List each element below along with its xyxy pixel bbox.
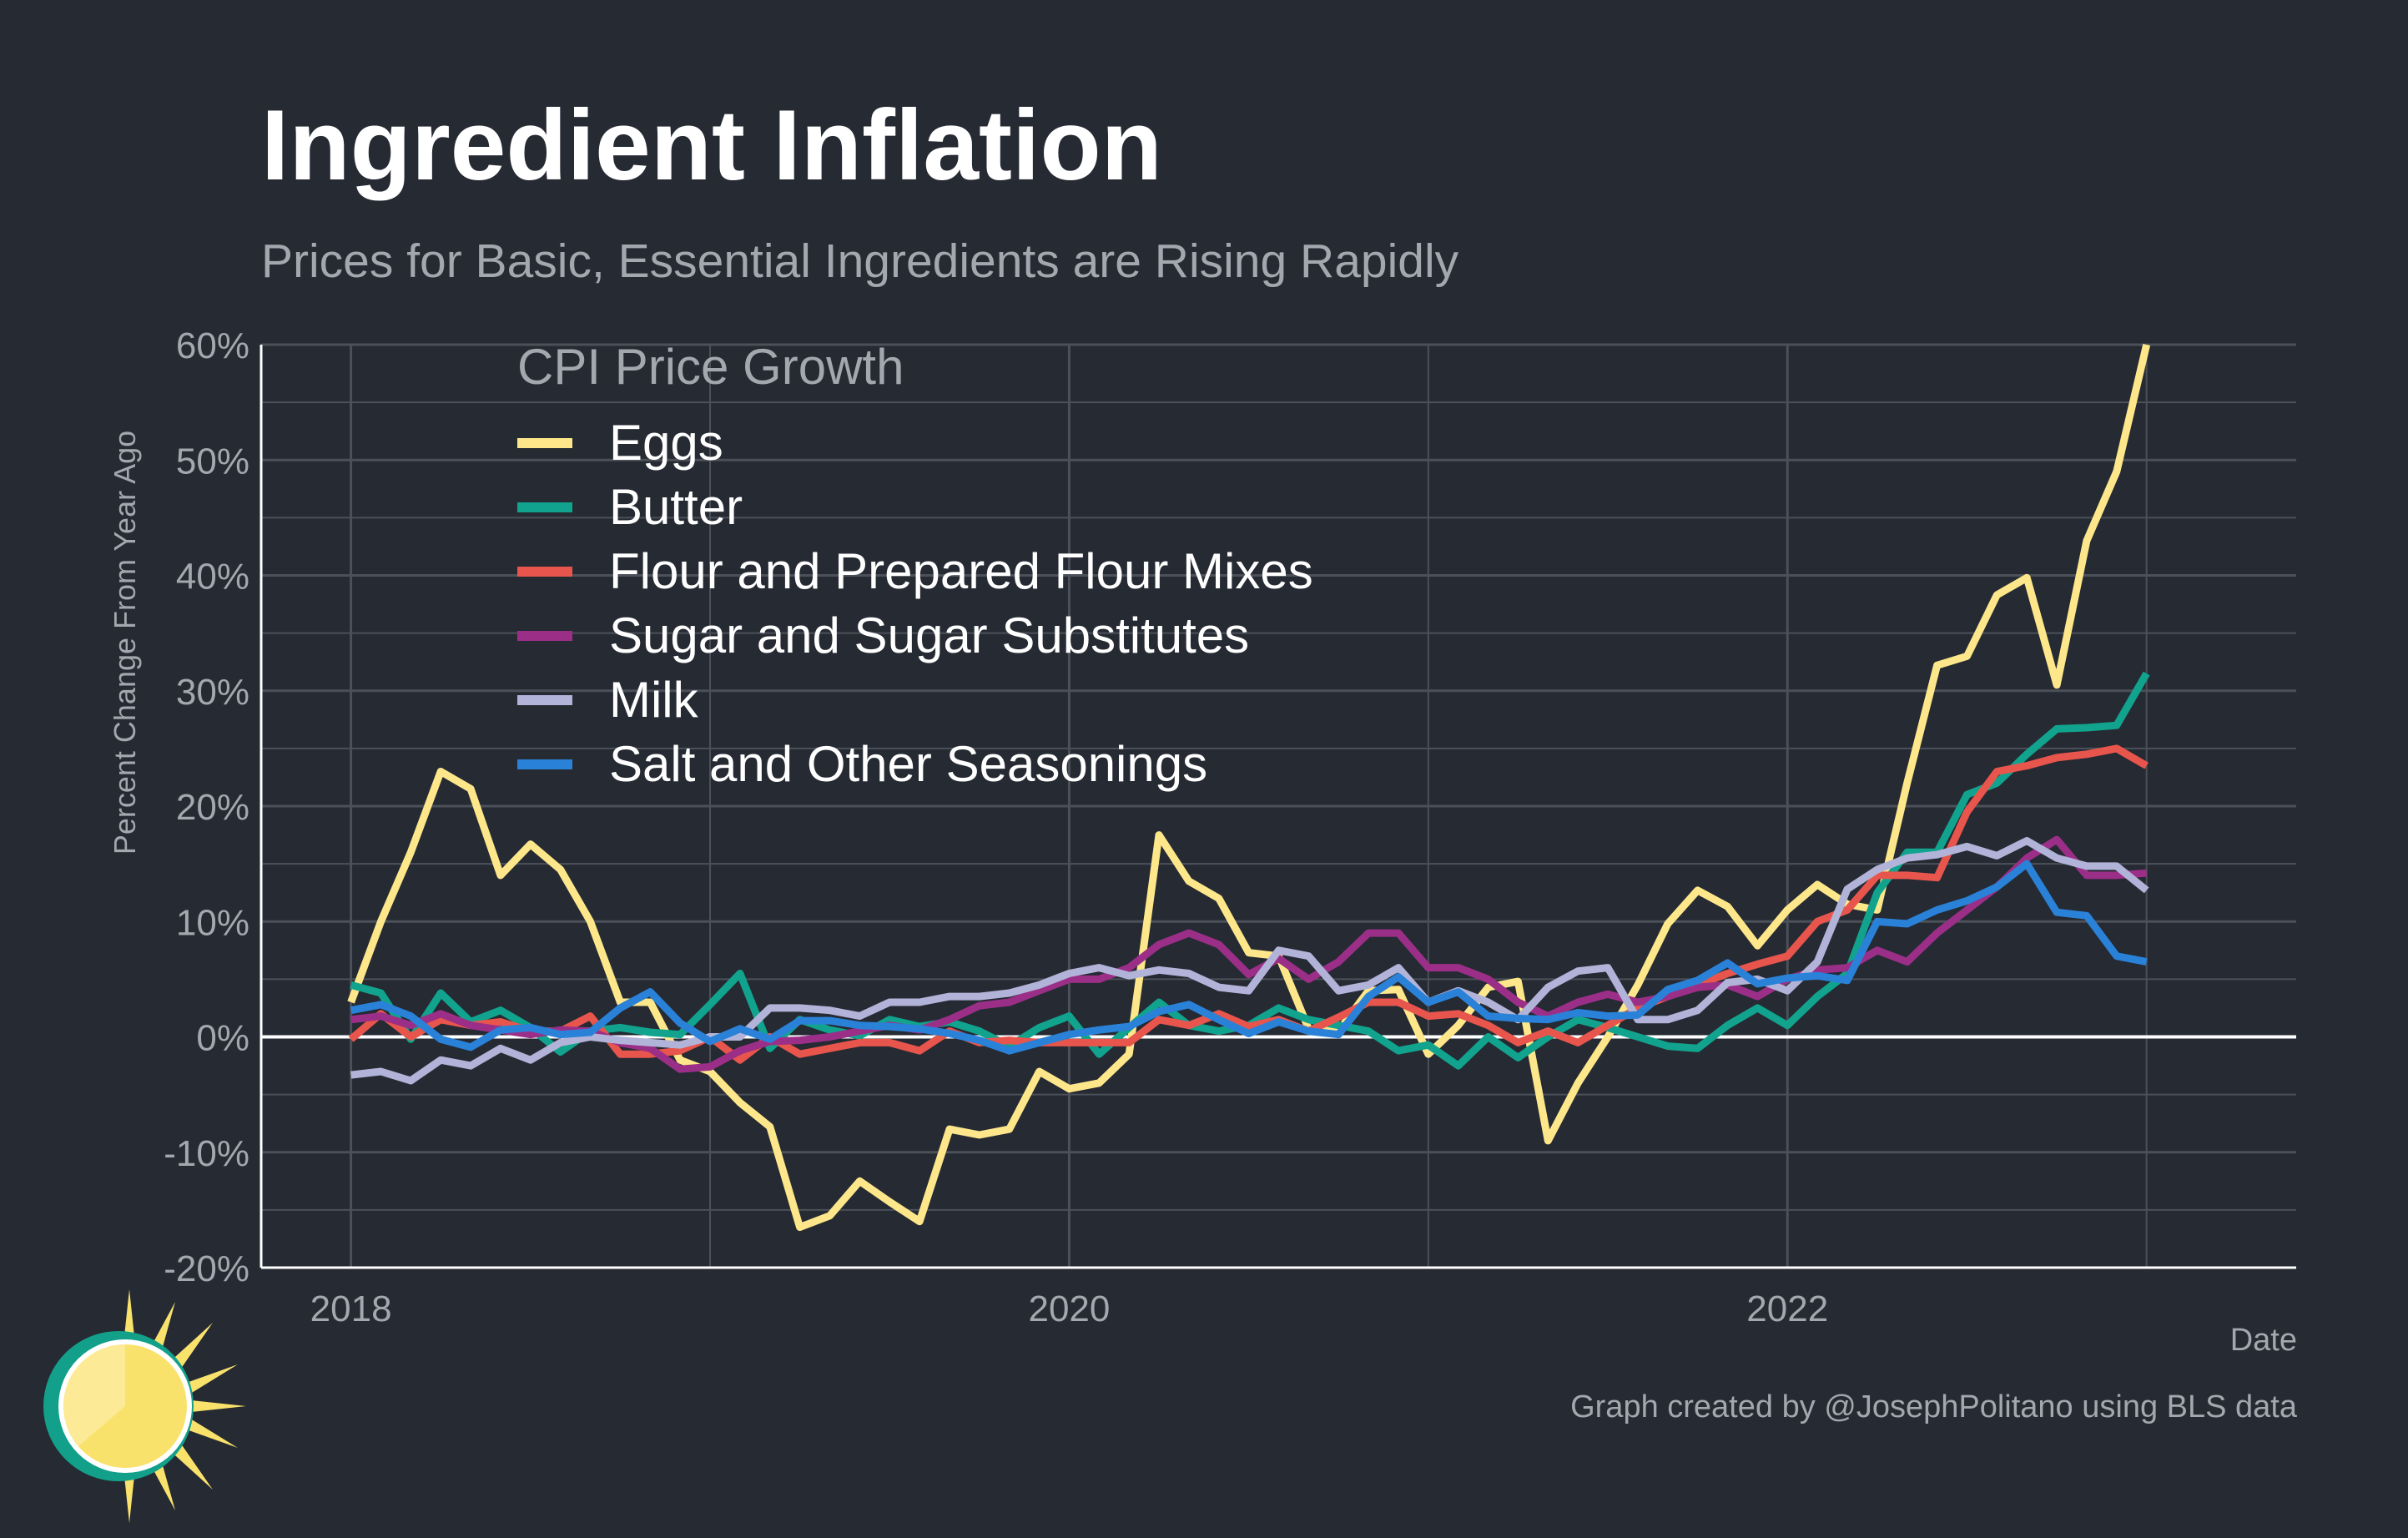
legend-swatch-butter (517, 502, 572, 512)
chart-subtitle: Prices for Basic, Essential Ingredients … (261, 234, 1459, 288)
legend-swatch-flour (517, 566, 572, 577)
legend-item-butter: Butter (517, 475, 1313, 539)
y-axis-label: Percent Change From Year Ago (108, 430, 142, 855)
legend-label-butter: Butter (609, 479, 743, 535)
legend-label-milk: Milk (609, 672, 698, 728)
legend-swatch-sugar (517, 630, 572, 641)
y-tick-label: 50% (176, 441, 249, 482)
series-line-flour-and-prepared-flour-mixes (348, 744, 2149, 1064)
legend-item-sugar: Sugar and Sugar Substitutes (517, 603, 1313, 668)
x-tick-label: 2022 (1746, 1288, 1828, 1329)
legend-label-eggs: Eggs (609, 415, 723, 471)
legend-title: CPI Price Growth (517, 339, 904, 395)
series-line-eggs (347, 343, 2151, 1232)
legend-item-milk: Milk (517, 668, 1313, 732)
legend-swatch-eggs (517, 437, 572, 448)
y-tick-label: 10% (176, 902, 249, 943)
x-tick-label: 2020 (1028, 1288, 1110, 1329)
y-tick-label: 20% (176, 787, 249, 828)
sun-logo-icon (43, 1289, 246, 1523)
legend: CPI Price Growth Eggs Butter Flour and P… (517, 338, 1313, 796)
y-tick-label: 30% (176, 672, 249, 713)
legend-item-flour: Flour and Prepared Flour Mixes (517, 539, 1313, 603)
legend-item-eggs: Eggs (517, 411, 1313, 475)
legend-swatch-salt (517, 759, 572, 769)
legend-item-salt: Salt and Other Seasonings (517, 732, 1313, 796)
y-tick-label: 0% (196, 1018, 249, 1059)
logo-sun-highlight (63, 1344, 125, 1446)
y-tick-label: -20% (164, 1248, 249, 1289)
legend-label-salt: Salt and Other Seasonings (609, 736, 1208, 792)
source-caption: Graph created by @JosephPolitano using B… (1570, 1389, 2297, 1425)
y-tick-label: 60% (176, 325, 249, 366)
legend-swatch-milk (517, 694, 572, 705)
legend-label-sugar: Sugar and Sugar Substitutes (609, 608, 1250, 663)
chart-title: Ingredient Inflation (261, 89, 1162, 201)
series-line-salt-and-other-seasonings (350, 860, 2148, 1055)
y-tick-label: -10% (164, 1133, 249, 1174)
x-tick-label: 2018 (310, 1288, 392, 1329)
legend-label-flour: Flour and Prepared Flour Mixes (609, 543, 1313, 599)
y-tick-label: 40% (176, 557, 249, 598)
series-line-sugar-and-sugar-substitutes (350, 835, 2148, 1073)
x-axis-label: Date (2229, 1323, 2297, 1358)
series-line-milk (350, 837, 2149, 1085)
